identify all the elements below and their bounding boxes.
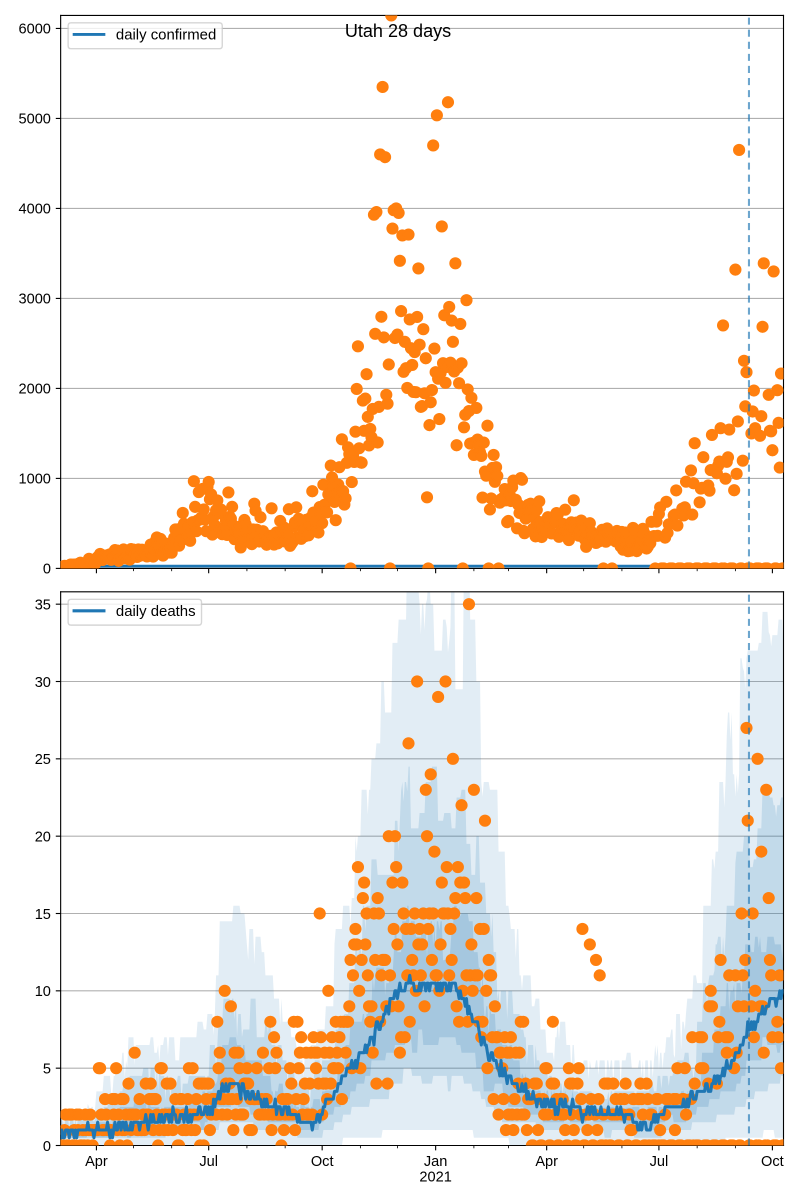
- svg-text:25: 25: [35, 752, 51, 768]
- svg-text:30: 30: [35, 675, 51, 691]
- svg-text:2000: 2000: [18, 382, 50, 398]
- svg-text:Jan: Jan: [424, 1154, 448, 1170]
- svg-text:5: 5: [43, 1061, 51, 1077]
- svg-text:4000: 4000: [18, 202, 50, 218]
- svg-text:Apr: Apr: [85, 1154, 108, 1170]
- svg-text:20: 20: [35, 829, 51, 845]
- svg-text:daily confirmed: daily confirmed: [116, 27, 216, 44]
- svg-text:35: 35: [35, 597, 51, 613]
- svg-text:Utah 28 days: Utah 28 days: [345, 21, 451, 41]
- svg-text:0: 0: [43, 562, 51, 578]
- svg-text:Oct: Oct: [311, 1154, 334, 1170]
- svg-text:1000: 1000: [18, 472, 50, 488]
- svg-text:2021: 2021: [419, 1169, 451, 1185]
- svg-text:Jul: Jul: [650, 1154, 669, 1170]
- svg-text:daily deaths: daily deaths: [116, 603, 196, 620]
- svg-text:3000: 3000: [18, 292, 50, 308]
- svg-text:10: 10: [35, 984, 51, 1000]
- svg-text:15: 15: [35, 907, 51, 923]
- svg-text:6000: 6000: [18, 22, 50, 38]
- svg-text:5000: 5000: [18, 112, 50, 128]
- svg-text:Apr: Apr: [535, 1154, 558, 1170]
- svg-text:0: 0: [43, 1139, 51, 1155]
- svg-text:Oct: Oct: [761, 1154, 784, 1170]
- svg-text:Jul: Jul: [199, 1154, 218, 1170]
